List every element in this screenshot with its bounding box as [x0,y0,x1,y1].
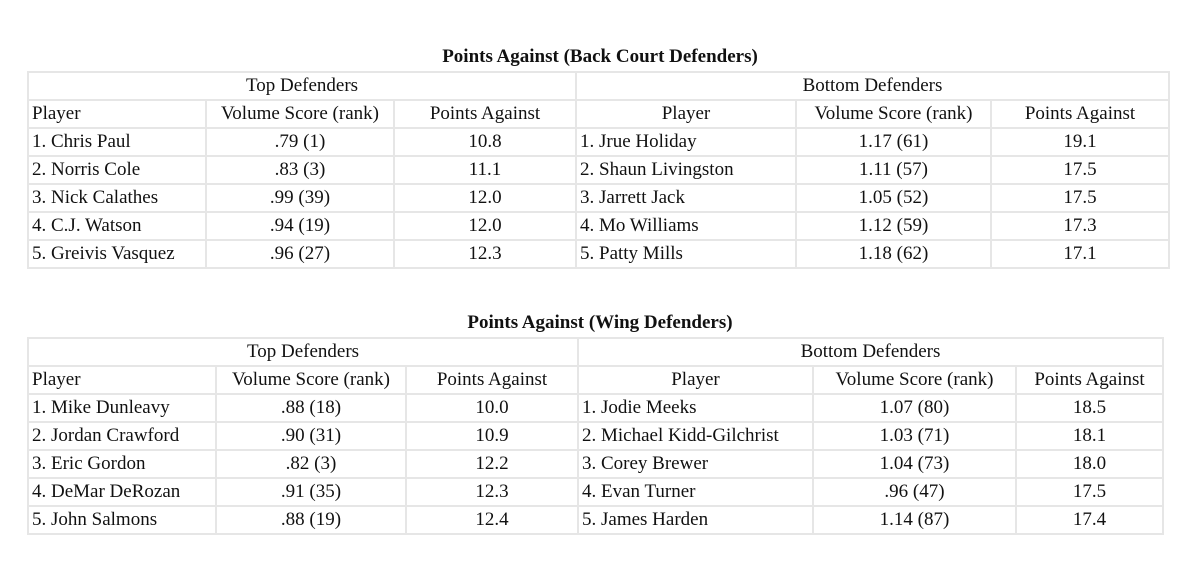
volume-score-cell: .88 (18) [215,393,407,423]
volume-score-cell: 1.18 (62) [795,239,992,269]
table-row: 2. Jordan Crawford .90 (31) 10.9 2. Michael… [27,421,1164,451]
column-header: Volume Score (rank) [215,365,407,395]
points-against-cell: 18.0 [1015,449,1164,479]
player-cell: 4. Mo Williams [575,211,797,241]
table-row: 4. C.J. Watson .94 (19) 12.0 4. Mo William… [27,211,1170,241]
points-against-cell: 18.1 [1015,421,1164,451]
column-header: Points Against [393,99,577,129]
player-cell: 1. Chris Paul [27,127,207,157]
player-cell: 2. Norris Cole [27,155,207,185]
volume-score-cell: 1.12 (59) [795,211,992,241]
volume-score-cell: 1.05 (52) [795,183,992,213]
points-against-cell: 10.8 [393,127,577,157]
table-title: Points Against (Back Court Defenders) [442,46,758,67]
table-title: Points Against (Wing Defenders) [467,312,733,333]
points-against-cell: 10.0 [405,393,579,423]
top-defenders-header: Top Defenders [27,71,577,101]
volume-score-cell: .96 (27) [205,239,395,269]
bottom-defenders-header: Bottom Defenders [577,337,1164,367]
table-row: 3. Eric Gordon .82 (3) 12.2 3. Corey Brewer… [27,449,1164,479]
volume-score-cell: 1.03 (71) [812,421,1017,451]
column-header: Player [27,99,207,129]
points-against-cell: 12.0 [393,183,577,213]
player-cell: 1. Jodie Meeks [577,393,814,423]
volume-score-cell: .91 (35) [215,477,407,507]
points-against-cell: 19.1 [990,127,1170,157]
player-cell: 1. Mike Dunleavy [27,393,217,423]
group-header-row: Top Defenders Bottom Defenders [27,337,1164,367]
volume-score-cell: 1.17 (61) [795,127,992,157]
table-row: 1. Mike Dunleavy .88 (18) 10.0 1. Jodie Mee… [27,393,1164,423]
points-against-cell: 17.5 [990,183,1170,213]
column-header: Points Against [990,99,1170,129]
points-against-cell: 12.3 [393,239,577,269]
volume-score-cell: 1.07 (80) [812,393,1017,423]
player-cell: 3. Eric Gordon [27,449,217,479]
table-row: 5. Greivis Vasquez .96 (27) 12.3 5. Patty M… [27,239,1170,269]
player-cell: 2. Michael Kidd-Gilchrist [577,421,814,451]
volume-score-cell: .88 (19) [215,505,407,535]
player-cell: 3. Corey Brewer [577,449,814,479]
column-header: Volume Score (rank) [795,99,992,129]
player-cell: 2. Jordan Crawford [27,421,217,451]
player-cell: 3. Nick Calathes [27,183,207,213]
points-against-cell: 17.5 [1015,477,1164,507]
player-cell: 2. Shaun Livingston [575,155,797,185]
player-cell: 5. Greivis Vasquez [27,239,207,269]
points-against-cell: 12.2 [405,449,579,479]
points-against-cell: 17.5 [990,155,1170,185]
player-cell: 5. James Harden [577,505,814,535]
table-row: 5. John Salmons .88 (19) 12.4 5. James Hard… [27,505,1164,535]
player-cell: 4. C.J. Watson [27,211,207,241]
column-header-row: Player Volume Score (rank) Points Against P… [27,365,1164,395]
stats-table: Top Defenders Bottom Defenders Player Volum… [27,337,1164,535]
player-cell: 3. Jarrett Jack [575,183,797,213]
points-against-cell: 17.4 [1015,505,1164,535]
stats-table: Top Defenders Bottom Defenders Player Volum… [27,71,1170,269]
volume-score-cell: 1.11 (57) [795,155,992,185]
column-header: Player [27,365,217,395]
points-against-cell: 12.4 [405,505,579,535]
column-header: Player [577,365,814,395]
points-against-cell: 12.3 [405,477,579,507]
player-cell: 5. John Salmons [27,505,217,535]
column-header-row: Player Volume Score (rank) Points Against P… [27,99,1170,129]
points-against-cell: 10.9 [405,421,579,451]
column-header: Points Against [1015,365,1164,395]
player-cell: 5. Patty Mills [575,239,797,269]
volume-score-cell: .90 (31) [215,421,407,451]
points-against-cell: 17.1 [990,239,1170,269]
volume-score-cell: .96 (47) [812,477,1017,507]
column-header: Points Against [405,365,579,395]
top-defenders-header: Top Defenders [27,337,579,367]
points-against-cell: 18.5 [1015,393,1164,423]
table-row: 3. Nick Calathes .99 (39) 12.0 3. Jarrett J… [27,183,1170,213]
volume-score-cell: .83 (3) [205,155,395,185]
player-cell: 4. DeMar DeRozan [27,477,217,507]
player-cell: 4. Evan Turner [577,477,814,507]
table-row: 1. Chris Paul .79 (1) 10.8 1. Jrue Holiday 1… [27,127,1170,157]
table-row: 2. Norris Cole .83 (3) 11.1 2. Shaun Living… [27,155,1170,185]
column-header: Volume Score (rank) [205,99,395,129]
column-header: Volume Score (rank) [812,365,1017,395]
points-against-cell: 11.1 [393,155,577,185]
points-against-cell: 12.0 [393,211,577,241]
bottom-defenders-header: Bottom Defenders [575,71,1170,101]
volume-score-cell: .99 (39) [205,183,395,213]
volume-score-cell: .94 (19) [205,211,395,241]
volume-score-cell: 1.04 (73) [812,449,1017,479]
volume-score-cell: 1.14 (87) [812,505,1017,535]
group-header-row: Top Defenders Bottom Defenders [27,71,1170,101]
column-header: Player [575,99,797,129]
points-against-cell: 17.3 [990,211,1170,241]
volume-score-cell: .79 (1) [205,127,395,157]
volume-score-cell: .82 (3) [215,449,407,479]
table-row: 4. DeMar DeRozan .91 (35) 12.3 4. Evan Turn… [27,477,1164,507]
player-cell: 1. Jrue Holiday [575,127,797,157]
